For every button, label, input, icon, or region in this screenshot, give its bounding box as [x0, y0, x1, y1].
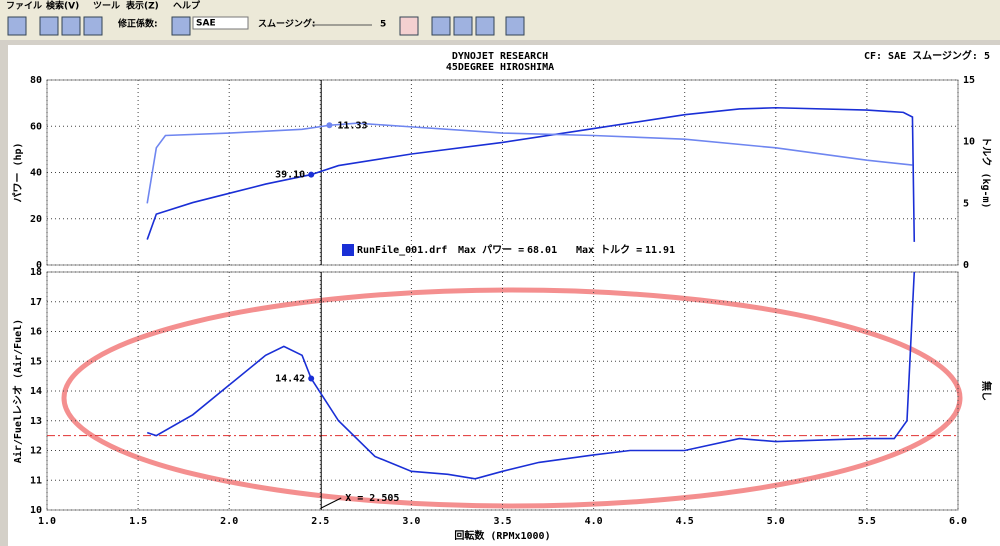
- y-axis-title: Air/Fuelレシオ (Air/Fuel): [12, 319, 24, 463]
- tool-button[interactable]: [505, 16, 525, 36]
- series-line: [146, 271, 916, 480]
- x-tick-label: 4.5: [676, 516, 694, 527]
- readout-point: [326, 122, 333, 129]
- series-line: [146, 122, 913, 204]
- toolbar: [0, 12, 1000, 40]
- tool-button[interactable]: [83, 16, 103, 36]
- y-tick-label: 0: [36, 260, 42, 271]
- y-tick-label: 15: [30, 356, 42, 367]
- y-tick-label: 10: [30, 505, 42, 516]
- highlight-ellipse: [61, 287, 963, 509]
- legend-label: Max パワー =: [458, 244, 524, 256]
- x-tick-label: 3.5: [493, 516, 511, 527]
- readout-label: 11.33: [337, 120, 367, 131]
- tool-button[interactable]: [453, 16, 473, 36]
- correction-value: SAE: [196, 19, 216, 29]
- x-tick-label: 2.5: [311, 516, 329, 527]
- menu-bar: [0, 0, 1000, 12]
- correction-dropdown[interactable]: [192, 16, 249, 30]
- smoothing-value: 5: [380, 20, 386, 30]
- y2-axis-title: トルク (kg-m): [980, 136, 992, 208]
- cursor-label: X = 2.505: [345, 493, 399, 504]
- x-axis-title: 回転数 (RPMx1000): [454, 529, 550, 542]
- y-tick-label: 17: [30, 297, 42, 308]
- correction-label: 修正係数:: [117, 18, 158, 30]
- legend-value: 68.01: [527, 245, 557, 256]
- legend-file: RunFile_001.drf: [357, 244, 447, 256]
- tool-button[interactable]: [399, 16, 419, 36]
- x-tick-label: 6.0: [949, 516, 967, 527]
- header-cf: CF: SAE スムージング: 5: [864, 49, 990, 62]
- y2-tick-label: 0: [963, 260, 969, 271]
- menu: ファイル 検索(V) ツール 表示(Z) ヘルプ: [6, 0, 201, 12]
- y-tick-label: 80: [30, 75, 42, 86]
- readout-label: 14.42: [275, 374, 305, 385]
- y2-tick-label: 5: [963, 198, 969, 209]
- y2-axis-title: 無し: [980, 381, 993, 401]
- legend-value: 11.91: [645, 245, 675, 256]
- y-tick-label: 18: [30, 267, 42, 278]
- header-subtitle: 45DEGREE HIROSHIMA: [446, 62, 554, 73]
- menu-item[interactable]: ヘルプ: [173, 0, 201, 12]
- y-tick-label: 12: [30, 446, 42, 457]
- y-tick-label: 13: [30, 416, 42, 427]
- series-line: [146, 106, 916, 242]
- tool-button[interactable]: [431, 16, 451, 36]
- tool-button[interactable]: [39, 16, 59, 36]
- y-tick-label: 16: [30, 327, 42, 338]
- legend-swatch: [342, 244, 354, 256]
- menu-item[interactable]: ファイル: [6, 1, 42, 12]
- cursor-leader: [320, 497, 342, 509]
- y-tick-label: 14: [30, 386, 42, 397]
- tool-button[interactable]: [7, 16, 27, 36]
- x-tick-label: 5.5: [858, 516, 876, 527]
- x-tick-label: 4.0: [585, 516, 603, 527]
- y-tick-label: 60: [30, 121, 42, 132]
- readout-label: 39.10: [275, 170, 305, 181]
- legend-label: Max トルク =: [576, 244, 642, 256]
- menu-item[interactable]: 検索(V): [46, 0, 79, 12]
- x-tick-label: 3.0: [402, 516, 420, 527]
- y-axis-title: パワー (hp): [12, 142, 24, 202]
- menu-item[interactable]: 表示(Z): [125, 0, 159, 12]
- y2-tick-label: 15: [963, 75, 975, 86]
- header-title: DYNOJET RESEARCH: [452, 51, 548, 62]
- x-tick-label: 5.0: [767, 516, 785, 527]
- y-tick-label: 40: [30, 168, 42, 179]
- menu-item[interactable]: ツール: [93, 1, 120, 12]
- x-tick-label: 1.5: [129, 516, 147, 527]
- x-tick-label: 1.0: [38, 516, 56, 527]
- readout-point: [308, 171, 315, 178]
- readout-point: [308, 375, 315, 382]
- tool-button[interactable]: [171, 16, 191, 36]
- x-tick-label: 2.0: [220, 516, 238, 527]
- y2-tick-label: 10: [963, 137, 975, 148]
- tool-button[interactable]: [61, 16, 81, 36]
- y-tick-label: 20: [30, 214, 42, 225]
- smoothing-label: スムージング:: [258, 18, 315, 30]
- chart-area: [8, 45, 1000, 546]
- y-tick-label: 11: [30, 475, 42, 486]
- tool-button[interactable]: [475, 16, 495, 36]
